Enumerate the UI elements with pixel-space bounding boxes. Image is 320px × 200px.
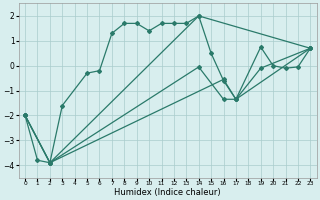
X-axis label: Humidex (Indice chaleur): Humidex (Indice chaleur) (114, 188, 221, 197)
